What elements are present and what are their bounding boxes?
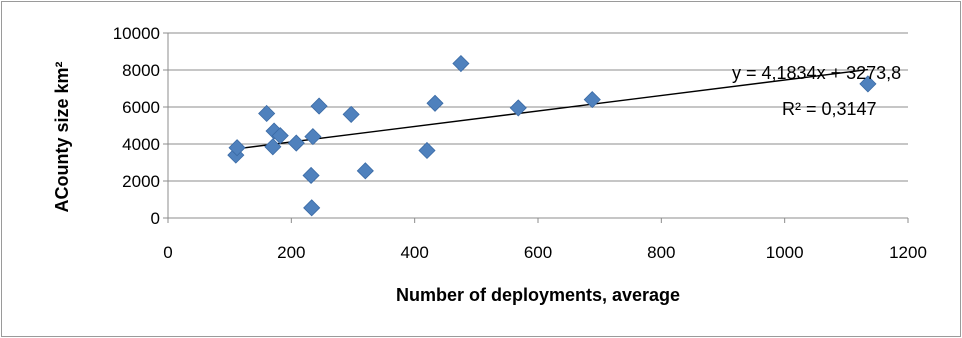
y-tick-label: 2000 — [122, 172, 160, 191]
x-tick-label: 600 — [524, 243, 552, 262]
data-point — [583, 91, 601, 109]
x-tick-labels: 0 200 400 600 800 1000 1200 — [163, 243, 927, 262]
data-point — [509, 99, 527, 117]
x-axis-title: Number of deployments, average — [396, 285, 680, 305]
data-point — [228, 139, 246, 157]
y-tick-label: 6000 — [122, 98, 160, 117]
y-tick-label: 8000 — [122, 61, 160, 80]
data-point — [287, 134, 305, 152]
trendline-group — [235, 68, 869, 150]
data-point — [258, 104, 276, 123]
y-axis-title: ACounty size km² — [52, 61, 72, 212]
y-tick-label: 0 — [151, 209, 160, 228]
x-tick-label: 1000 — [766, 243, 804, 262]
axes — [163, 32, 909, 223]
data-point — [859, 75, 877, 93]
data-point — [342, 105, 360, 123]
trendline — [235, 68, 869, 150]
x-tick-label: 0 — [163, 243, 172, 262]
data-point — [418, 141, 436, 160]
x-tick-label: 800 — [647, 243, 675, 262]
data-point — [271, 127, 289, 145]
data-point — [310, 97, 328, 115]
x-tick-label: 200 — [277, 243, 305, 262]
y-tick-label: 4000 — [122, 135, 160, 154]
data-point — [452, 54, 470, 73]
data-point — [356, 162, 374, 180]
data-point — [302, 166, 320, 185]
data-points — [227, 54, 877, 217]
data-point — [426, 94, 444, 112]
x-tick-label: 400 — [400, 243, 428, 262]
data-point — [304, 128, 322, 146]
trendline-equation-label: y = 4,1834x + 3273,8 — [732, 63, 901, 83]
data-point — [303, 199, 321, 217]
data-point — [264, 138, 282, 156]
y-tick-label: 10000 — [113, 24, 160, 43]
x-tick-label: 1200 — [889, 243, 927, 262]
y-tick-labels: 0 2000 4000 6000 8000 10000 — [113, 24, 160, 228]
trendline-r2-label: R² = 0,3147 — [782, 99, 877, 119]
